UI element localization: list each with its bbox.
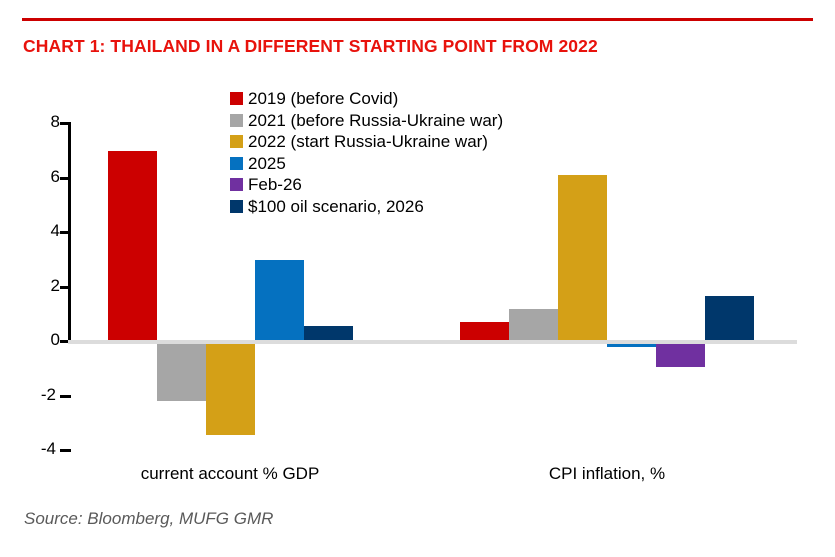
bar-current-account-2022[interactable] [206,344,255,435]
bar-cpi-2019[interactable] [460,322,509,341]
y-tick-label-6: 6 [50,167,60,186]
legend-item-oil100[interactable]: $100 oil scenario, 2026 [230,196,503,218]
legend-label-2019: 2019 (before Covid) [248,89,399,109]
bar-cpi-oil100[interactable] [705,296,754,341]
bar-cpi-feb26[interactable] [656,344,705,367]
header-rule [22,18,813,21]
y-tick-0 [60,340,71,343]
bar-current-account-2021[interactable] [157,344,206,401]
legend-item-2025[interactable]: 2025 [230,153,503,175]
bar-current-account-2019[interactable] [108,151,157,341]
legend-label-oil100: $100 oil scenario, 2026 [248,196,424,216]
y-tick-label-0: 0 [50,330,60,349]
bar-cpi-2025[interactable] [607,344,656,347]
legend-label-2021: 2021 (before Russia-Ukraine war) [248,110,504,130]
y-tick-4 [60,231,71,234]
legend-swatch-oil100-icon [230,199,243,213]
legend-item-2022[interactable]: 2022 (start Russia-Ukraine war) [230,131,503,153]
y-tick-label-2: 2 [50,276,60,295]
y-tick-label-8: 8 [50,112,60,131]
bar-current-account-2025[interactable] [255,260,304,341]
chart-legend: 2019 (before Covid) 2021 (before Russia-… [230,88,503,217]
legend-label-2025: 2025 [248,153,286,173]
x-axis-label-cpi: CPI inflation, % [548,464,666,483]
x-axis-label-current-account: current account % GDP [140,464,320,483]
legend-item-2021[interactable]: 2021 (before Russia-Ukraine war) [230,110,503,132]
y-tick-label-4: 4 [50,221,60,240]
page-title: CHART 1: THAILAND IN A DIFFERENT STARTIN… [23,36,598,56]
zero-baseline [68,340,797,344]
bar-cpi-2022[interactable] [558,175,607,341]
y-tick-8 [60,122,71,125]
y-tick-2 [60,286,71,289]
legend-item-2019[interactable]: 2019 (before Covid) [230,88,503,110]
legend-item-feb26[interactable]: Feb-26 [230,174,503,196]
bar-current-account-oil100[interactable] [304,326,353,341]
y-tick-minus2 [60,395,71,398]
y-tick-label-minus4: -4 [40,439,56,458]
bar-cpi-2021[interactable] [509,309,558,341]
source-note: Source: Bloomberg, MUFG GMR [24,509,274,528]
legend-label-feb26: Feb-26 [248,175,302,195]
legend-swatch-2019-icon [230,92,243,106]
y-tick-minus4 [60,449,71,452]
y-tick-label-minus2: -2 [40,385,56,404]
legend-swatch-2022-icon [230,135,243,149]
legend-swatch-2025-icon [230,156,243,170]
y-tick-6 [60,177,71,180]
legend-swatch-feb26-icon [230,178,243,192]
legend-swatch-2021-icon [230,113,243,127]
legend-label-2022: 2022 (start Russia-Ukraine war) [248,132,488,152]
